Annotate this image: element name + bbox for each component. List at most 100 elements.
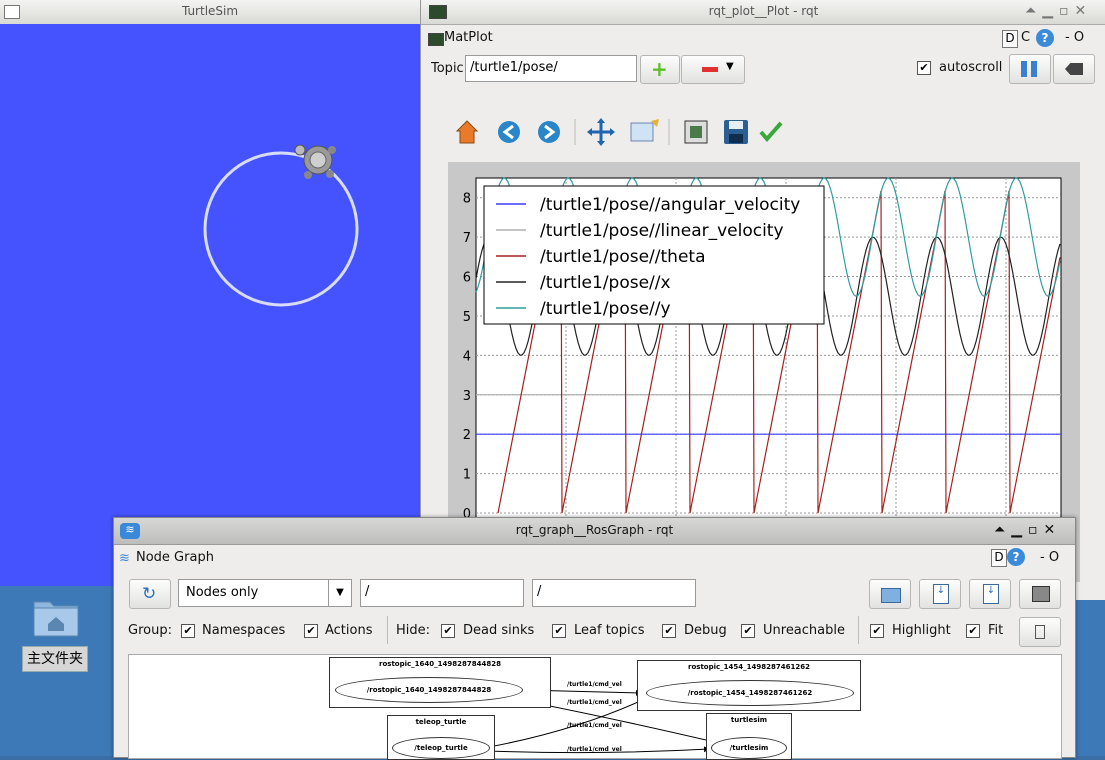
y-tick-label: 2 [463, 428, 471, 443]
y-tick-label: 7 [463, 231, 471, 246]
legend-label: /turtle1/pose//linear_velocity [540, 221, 784, 241]
refresh-icon: ↻ [142, 584, 157, 604]
debug-checkbox[interactable]: ✔ [662, 624, 676, 638]
graph-edges [488, 689, 720, 754]
nodes-select[interactable]: Nodes only ▼ [178, 579, 352, 607]
turtlesim-titlebar[interactable]: TurtleSim [0, 0, 420, 25]
highlight-checkbox[interactable]: ✔ [870, 624, 884, 638]
node-ellipse[interactable]: /turtlesim [711, 737, 787, 759]
node-title: teleop_turtle [415, 718, 467, 726]
y-tick-label: 8 [463, 192, 471, 207]
fit-label: Fit [988, 623, 1004, 638]
window-controls[interactable]: ⏶▁▫✕ [1025, 3, 1093, 19]
dock-button[interactable]: D [991, 549, 1007, 567]
graph-canvas[interactable]: rostopic_1640_1498287844828 /rostopic_16… [128, 654, 1062, 760]
minimize-plugin[interactable]: - O [1065, 30, 1085, 45]
dead-sinks-label: Dead sinks [463, 623, 535, 638]
turtle-icon [294, 144, 336, 179]
namespaces-checkbox[interactable]: ✔ [181, 624, 195, 638]
add-topic-button[interactable]: + [640, 55, 680, 84]
fit-view-icon [1035, 625, 1045, 639]
edge-label: /turtle1/cmd_vel [567, 699, 622, 706]
folder-icon [881, 588, 901, 603]
plus-icon: + [651, 57, 668, 81]
unreachable-checkbox[interactable]: ✔ [741, 624, 755, 638]
namespace-filter-input[interactable]: / [360, 579, 524, 607]
topic-input[interactable]: /turtle1/pose/ [465, 55, 637, 82]
divider [858, 616, 859, 644]
minus-icon [702, 67, 718, 72]
chevron-down-icon[interactable]: ▼ [328, 580, 351, 606]
graph-node-turtlesim[interactable]: turtlesim /turtlesim [706, 713, 792, 760]
load-dot-button[interactable] [869, 579, 911, 609]
home-folder-label[interactable]: 主文件夹 [22, 646, 88, 672]
help-icon[interactable]: ? [1036, 29, 1054, 47]
rqt-plot-window: rqt_plot__Plot - rqt ⏶▁▫✕ MatPlot D C ? … [420, 0, 1105, 600]
home-folder-icon[interactable] [28, 596, 84, 640]
y-tick-label: 6 [463, 271, 471, 286]
graph-titlebar[interactable]: ≋ rqt_graph__RosGraph - rqt ⏶▁▫✕ [114, 518, 1075, 545]
y-tick-label: 4 [463, 349, 471, 364]
pan-icon [587, 118, 615, 146]
edge-line [488, 696, 650, 748]
refresh-button[interactable]: ↻ [129, 579, 171, 609]
debug-label: Debug [684, 623, 727, 638]
actions-checkbox[interactable]: ✔ [304, 624, 318, 638]
series-line-theta [497, 190, 1061, 514]
clear-button[interactable] [1053, 54, 1095, 84]
edge-label: /turtle1/cmd_vel [567, 722, 622, 729]
plot-svg[interactable]: 0 1 2 3 4 5 6 7 8/turtle1/pose//angular_velocity… [448, 162, 1080, 582]
node-ellipse[interactable]: /rostopic_1640_1498287844828 [335, 677, 523, 703]
node-graph-label: Node Graph [136, 550, 214, 565]
dead-sinks-checkbox[interactable]: ✔ [441, 624, 455, 638]
y-tick-label: 1 [463, 468, 471, 483]
graph-node-rostopic-1454[interactable]: rostopic_1454_1498287461262 /rostopic_14… [637, 660, 861, 711]
node-graph-icon: ≋ [119, 551, 130, 566]
help-icon[interactable]: ? [1007, 548, 1025, 566]
graph-node-rostopic-1640[interactable]: rostopic_1640_1498287844828 /rostopic_16… [329, 657, 551, 708]
namespaces-label: Namespaces [202, 623, 286, 638]
plot-area[interactable]: 0 1 2 3 4 5 6 7 8/turtle1/pose//angular_velocity… [448, 162, 1080, 582]
window-menu-icon[interactable] [4, 5, 20, 19]
legend-label: /turtle1/pose//angular_velocity [540, 195, 800, 215]
turtlesim-title: TurtleSim [181, 4, 239, 18]
plot-titlebar[interactable]: rqt_plot__Plot - rqt ⏶▁▫✕ [421, 0, 1105, 25]
node-title: rostopic_1454_1498287461262 [688, 663, 810, 671]
graph-node-teleop-turtle[interactable]: teleop_turtle /teleop_turtle [387, 715, 495, 760]
topic-label: Topic [431, 61, 464, 76]
close-plugin-button[interactable]: C [1021, 30, 1031, 45]
autoscroll-checkbox[interactable]: ✔ [917, 61, 931, 75]
turtle-trail-path [203, 151, 359, 307]
minimize-plugin[interactable]: - O [1040, 550, 1060, 565]
topic-filter-input[interactable]: / [532, 579, 696, 607]
save-image-button[interactable] [1019, 579, 1061, 609]
nodes-select-value: Nodes only [186, 585, 259, 600]
y-tick-label: 3 [463, 389, 471, 404]
pause-button[interactable] [1009, 54, 1051, 84]
chevron-down-icon: ▼ [726, 61, 734, 72]
graph-window-controls[interactable]: ⏶▁▫✕ [994, 522, 1062, 538]
backspace-icon [1065, 63, 1083, 75]
save-dot-button[interactable]: ↓ [919, 579, 961, 609]
turtlesim-window: TurtleSim [0, 0, 420, 586]
plot-title: rqt_plot__Plot - rqt [708, 4, 819, 18]
back-icon [498, 121, 520, 143]
pause-icon [1021, 61, 1027, 77]
legend-label: /turtle1/pose//theta [540, 247, 706, 267]
fit-view-button[interactable] [1019, 617, 1061, 647]
highlight-label: Highlight [892, 623, 951, 638]
leaf-topics-checkbox[interactable]: ✔ [552, 624, 566, 638]
legend-label: /turtle1/pose//x [540, 273, 671, 293]
fit-checkbox[interactable]: ✔ [966, 624, 980, 638]
matplotlib-toolbar [451, 115, 811, 149]
node-ellipse[interactable]: /rostopic_1454_1498287461262 [646, 680, 854, 706]
matplot-icon [428, 33, 444, 46]
save-as-dot-icon: ↓ [933, 584, 949, 604]
save-svg-button[interactable]: ↓ [969, 579, 1011, 609]
dock-button[interactable]: D [1002, 30, 1018, 48]
legend-box [483, 185, 825, 325]
pause-icon-bar [1031, 61, 1037, 77]
edge-line [488, 746, 710, 754]
remove-topic-button[interactable]: ▼ [681, 55, 745, 84]
legend-label: /turtle1/pose//y [540, 299, 671, 319]
